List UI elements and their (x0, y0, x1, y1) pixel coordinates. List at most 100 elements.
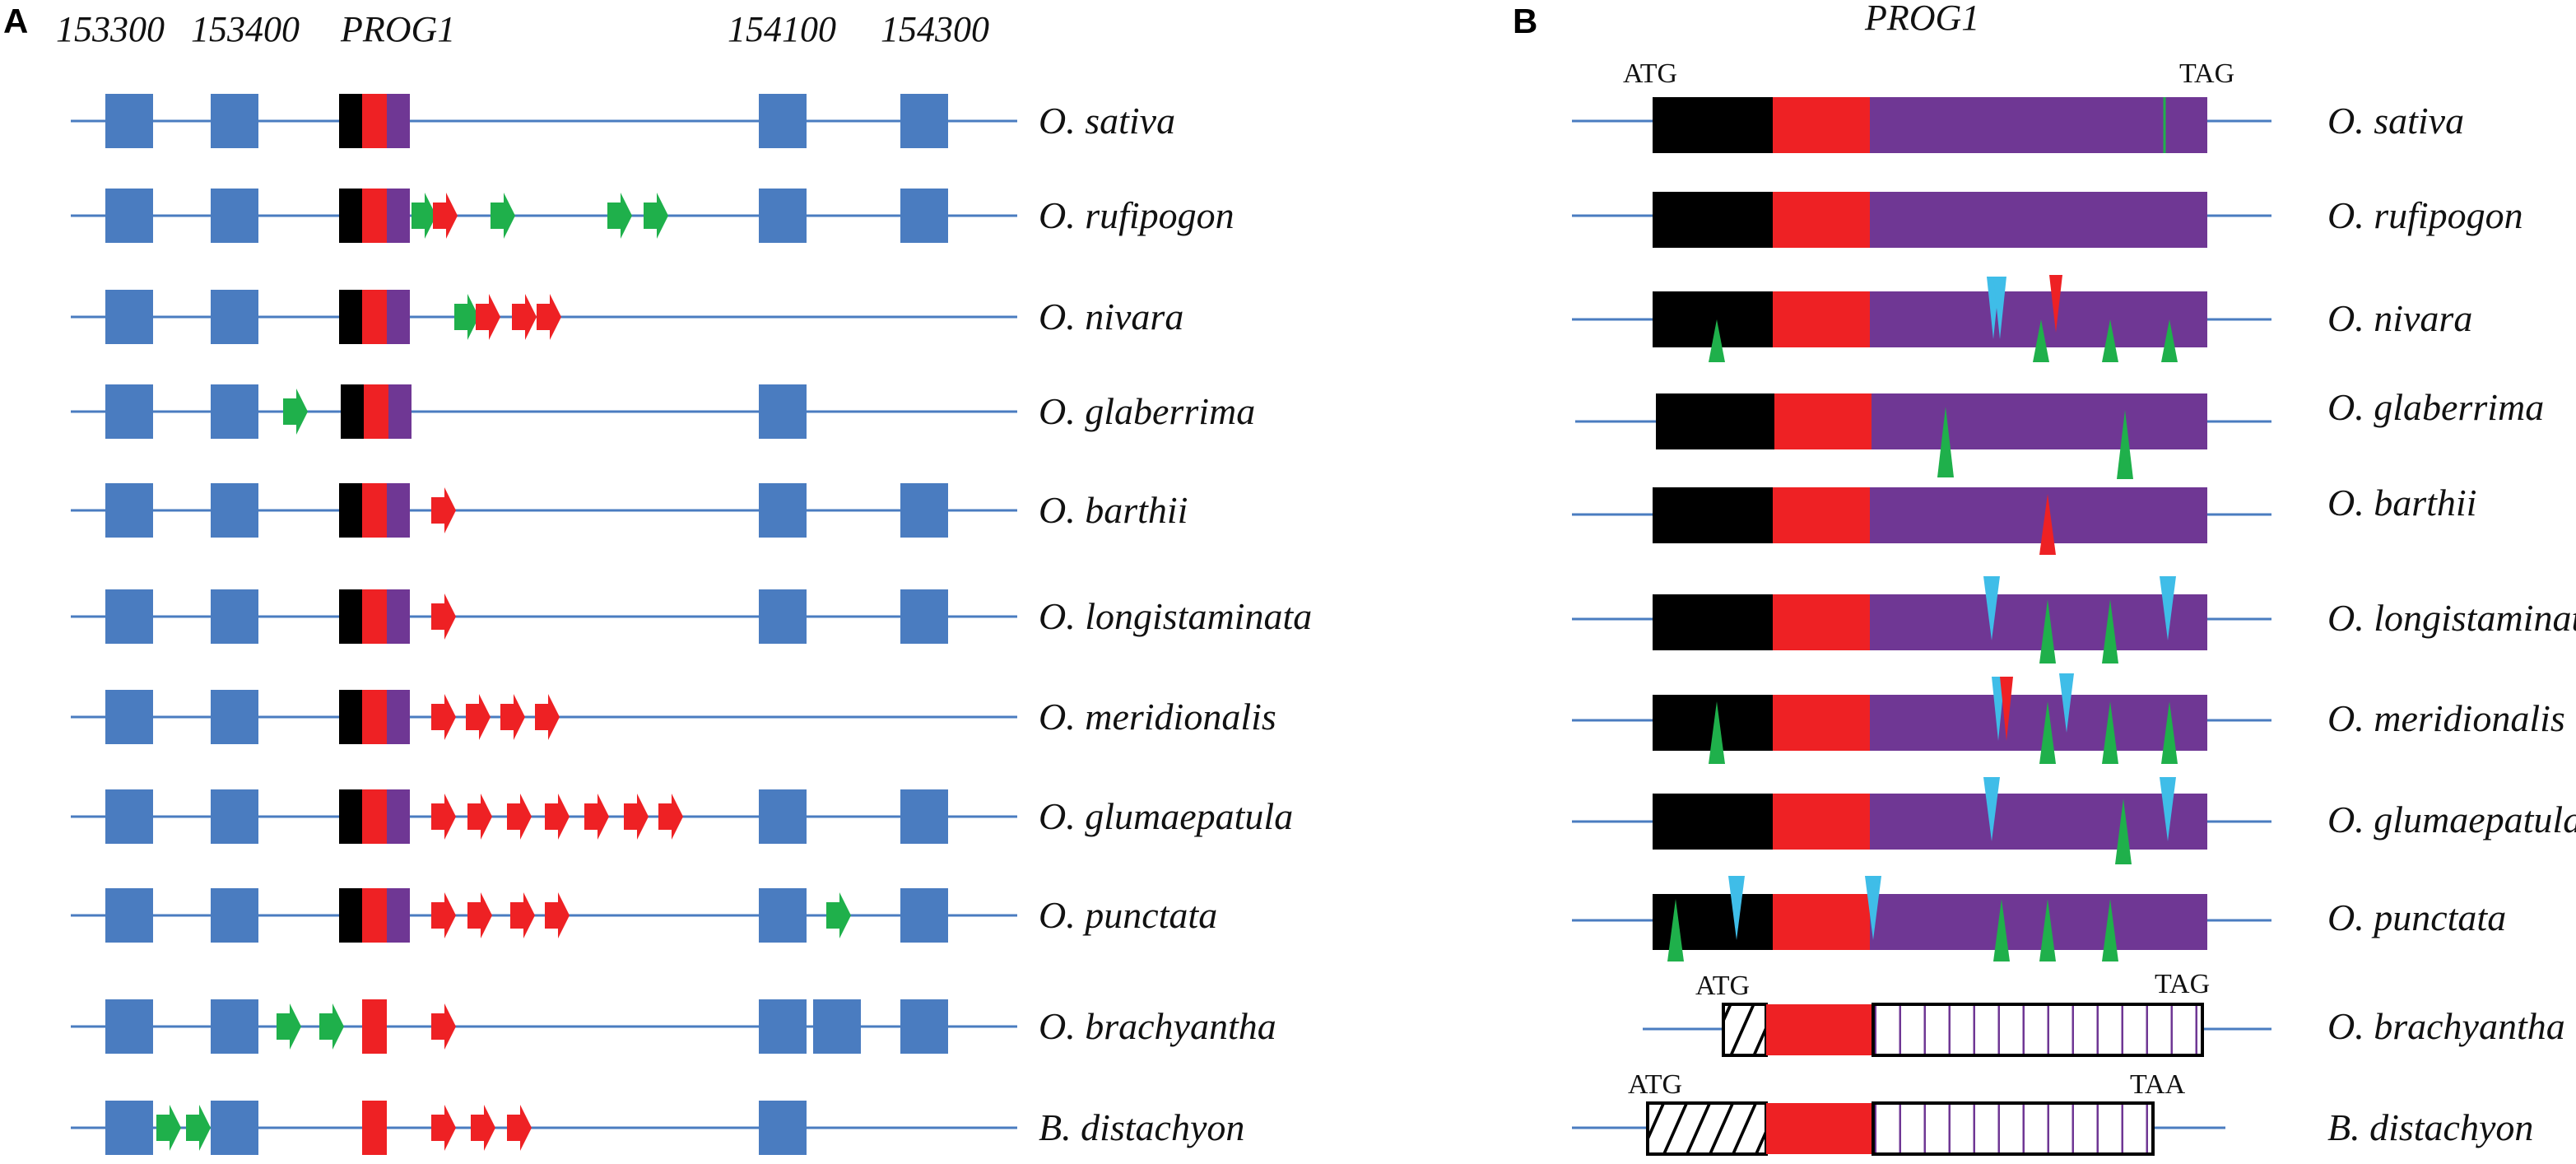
cyan-triangle (2160, 576, 2176, 640)
gene-block (759, 384, 807, 439)
red-arrow (537, 294, 561, 340)
atg-label: ATG (1695, 971, 1750, 1001)
row-o-punctata-b: O. punctata (1572, 876, 2506, 961)
green-arrow (412, 193, 436, 239)
prog1-red (362, 189, 387, 243)
prog1-red (362, 589, 387, 644)
red-arrow (510, 892, 535, 938)
gene-block (900, 888, 948, 943)
red-arrow (467, 892, 492, 938)
gene-block (105, 589, 153, 644)
prog1-black (339, 189, 362, 243)
cds-hatched (1722, 1003, 1768, 1057)
row-o-glumaepatula-b: O. glumaepatula (1572, 777, 2576, 864)
gene-block (105, 789, 153, 844)
red-arrow (471, 1105, 495, 1151)
green-triangle (2033, 319, 2049, 362)
cds-black (1653, 794, 1773, 850)
species-label: O. meridionalis (2327, 697, 2565, 739)
species-label: B. distachyon (2327, 1106, 2533, 1148)
prog1-black (339, 589, 362, 644)
prog1-purple (387, 888, 410, 943)
red-arrow (545, 794, 570, 840)
red-arrow (476, 294, 500, 340)
coordinate-labels: 153300 153400 PROG1 154100 154300 (56, 9, 989, 49)
cds-black (1653, 291, 1773, 347)
green-triangle (1709, 319, 1725, 362)
species-label: O. sativa (2327, 100, 2464, 142)
cds-red (1766, 1004, 1873, 1055)
prog1-black (339, 888, 362, 943)
coord-label-prog1: PROG1 (340, 9, 455, 49)
red-arrow (584, 794, 609, 840)
prog1-red (362, 789, 387, 844)
gene-block (211, 189, 258, 243)
cds-red (1773, 794, 1870, 850)
gene-block (211, 483, 258, 538)
green-arrow (826, 892, 851, 938)
gene-block (900, 999, 948, 1054)
cyan-triangle (1983, 777, 2000, 841)
red-arrow (431, 1003, 456, 1050)
gene-block (900, 789, 948, 844)
green-triangle (2039, 599, 2056, 663)
cyan-triangle (2059, 673, 2074, 733)
prog1-purple (387, 290, 410, 344)
species-label: O. rufipogon (2327, 194, 2523, 236)
gene-block (211, 999, 258, 1054)
coord-label-153400: 153400 (191, 9, 300, 49)
cds-purple (1870, 695, 2207, 751)
cds-red (1773, 97, 1870, 153)
green-arrow (319, 1003, 344, 1050)
gene-block (105, 189, 153, 243)
gene-block (759, 483, 807, 538)
green-triangle (1709, 701, 1725, 764)
gene-block (105, 290, 153, 344)
species-label: O. brachyantha (2327, 1005, 2565, 1047)
red-arrow (624, 794, 649, 840)
panel-b-letter: B (1513, 2, 1537, 40)
prog1-purple (387, 94, 410, 148)
green-triangle (2161, 319, 2178, 362)
tag-label: TAG (2155, 969, 2210, 999)
prog1-gene-title: PROG1 (1864, 0, 1979, 38)
row-o-longistaminata-a: O. longistaminata (71, 589, 1312, 644)
green-arrow (283, 389, 308, 435)
coord-label-153300: 153300 (56, 9, 165, 49)
green-triangle (2102, 319, 2118, 362)
prog1-purple (387, 789, 410, 844)
gene-block (900, 483, 948, 538)
cyan-triangle (1983, 576, 2000, 640)
cds-red (1766, 1103, 1873, 1154)
species-label: O. barthii (1039, 489, 1188, 531)
gene-block (900, 189, 948, 243)
gene-block (211, 589, 258, 644)
green-triangle (2161, 701, 2178, 764)
prog1-black (339, 789, 362, 844)
green-arrow (454, 294, 479, 340)
species-label: O. glaberrima (1039, 390, 1255, 432)
species-label: O. glumaepatula (1039, 795, 1293, 837)
species-label: O. nivara (2327, 297, 2472, 339)
coord-label-154100: 154100 (728, 9, 836, 49)
cds-red (1773, 291, 1870, 347)
row-o-brachyantha-a: O. brachyantha (71, 999, 1276, 1054)
red-arrow (535, 694, 560, 740)
atg-label: ATG (1628, 1069, 1682, 1100)
species-label: O. rufipogon (1039, 194, 1235, 236)
green-arrow (607, 193, 632, 239)
coord-label-154300: 154300 (881, 9, 989, 49)
prog1-black (339, 94, 362, 148)
gene-block (105, 94, 153, 148)
tag-label: TAG (2179, 58, 2234, 89)
cds-purple (1872, 393, 2207, 449)
row-o-nivara-b: O. nivara (1572, 275, 2472, 362)
cds-black (1653, 594, 1773, 650)
red-arrow (512, 294, 537, 340)
cds-purple (1870, 594, 2207, 650)
green-arrow (156, 1105, 181, 1151)
prog1-black (339, 483, 362, 538)
panel-a: A 153300 153400 PROG1 154100 154300 O. s… (3, 2, 1312, 1155)
species-label: O. punctata (1039, 894, 1217, 936)
